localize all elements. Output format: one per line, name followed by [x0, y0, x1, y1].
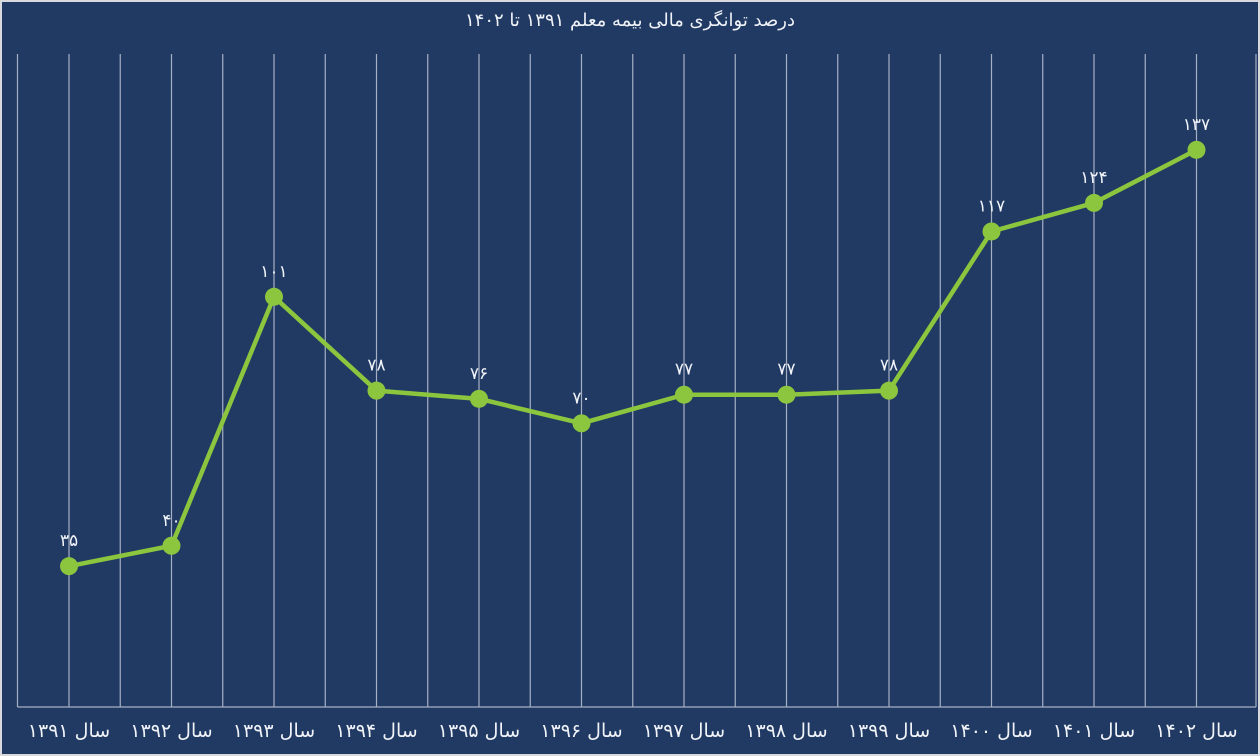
x-axis-label: سال ۱۳۹۴	[335, 720, 417, 742]
data-point	[675, 385, 693, 404]
x-axis-label: سال ۱۳۹۷	[643, 720, 725, 742]
x-axis-label: سال ۱۳۹۲	[130, 720, 212, 742]
data-label: ۳۵	[60, 531, 78, 551]
data-point	[470, 389, 488, 408]
data-label: ۷۷	[777, 360, 795, 380]
data-point	[1187, 140, 1206, 159]
data-label: ۷۰	[572, 388, 590, 408]
data-point	[265, 287, 283, 306]
x-axis-label: سال ۱۳۹۳	[233, 720, 315, 742]
data-label: ۴۰	[162, 511, 180, 531]
x-axis-label: سال ۱۴۰۱	[1053, 720, 1135, 742]
data-label: ۱۱۷	[978, 196, 1005, 216]
x-axis-label: سال ۱۳۹۹	[848, 720, 930, 742]
data-label: ۷۷	[675, 360, 693, 380]
x-axis-label: سال ۱۴۰۰	[950, 720, 1032, 742]
data-point	[1085, 193, 1103, 212]
data-label: ۷۸	[880, 356, 898, 376]
data-label: ۷۸	[367, 356, 385, 376]
data-label: ۱۰۱	[260, 262, 287, 282]
data-label: ۱۲۴	[1080, 168, 1107, 188]
data-point	[60, 557, 78, 576]
data-point	[162, 536, 181, 555]
series-line	[66, 147, 1199, 569]
data-point	[982, 222, 1001, 241]
data-point	[880, 381, 898, 400]
data-point	[572, 414, 591, 433]
x-axis-label: سال ۱۳۹۵	[438, 720, 520, 742]
x-axis-label: سال ۱۳۹۱	[28, 720, 110, 742]
x-axis-label: سال ۱۳۹۸	[745, 720, 827, 742]
data-point	[777, 385, 796, 404]
x-axis-label: سال ۱۳۹۶	[540, 720, 622, 742]
chart-title: درصد توانگری مالی بیمه معلم ۱۳۹۱ تا ۱۴۰۲	[465, 10, 795, 31]
data-label: ۱۳۷	[1183, 115, 1210, 135]
x-axis-label: سال ۱۴۰۲	[1155, 720, 1237, 742]
data-label: ۷۶	[470, 364, 488, 384]
data-point	[367, 381, 386, 400]
